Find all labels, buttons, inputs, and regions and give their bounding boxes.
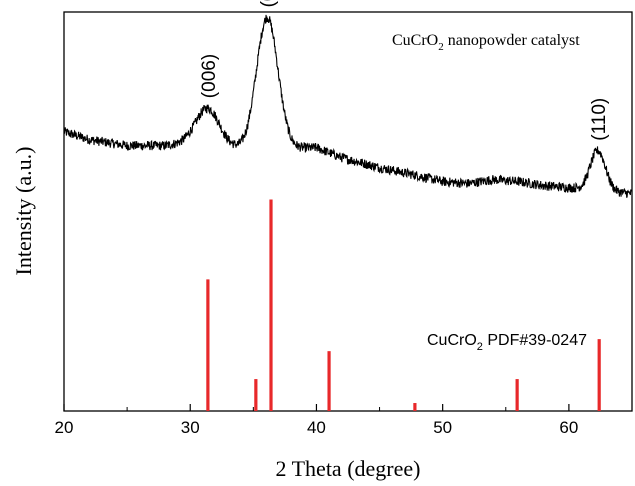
reference-legend-subscript: 2 (477, 341, 483, 353)
x-axis-title: 2 Theta (degree) (276, 456, 421, 481)
reference-legend-part: PDF#39-0247 (483, 332, 587, 349)
x-tick-label: 30 (181, 418, 200, 437)
reference-legend-part: CuCr (427, 332, 465, 349)
y-axis-title: Intensity (a.u.) (11, 147, 36, 276)
peak-label: (006) (199, 54, 220, 98)
reference-bars (206, 199, 601, 411)
sample-legend-subscript: 2 (438, 41, 444, 53)
sample-legend-part: nanopowder catalyst (444, 32, 581, 49)
x-axis: 20 30 40 50 60 (55, 404, 578, 437)
x-tick-label: 20 (55, 418, 74, 437)
peak-label: (012) (258, 0, 279, 7)
sample-pattern-line (63, 14, 633, 198)
reference-legend: CuCrO2 PDF#39-0247 (427, 332, 587, 353)
reference-legend-part: O (464, 332, 476, 349)
x-tick-label: 60 (559, 418, 578, 437)
x-tick-label: 40 (307, 418, 326, 437)
sample-legend: CuCrO2 nanopowder catalyst (392, 32, 580, 53)
sample-legend-part: O (427, 32, 439, 49)
plot-frame (63, 11, 633, 412)
sample-legend-part: CuCr (392, 32, 427, 49)
peak-label: (110) (589, 98, 610, 141)
x-tick-label: 50 (433, 418, 452, 437)
peak-labels: (006) (012) (110) (199, 0, 610, 141)
